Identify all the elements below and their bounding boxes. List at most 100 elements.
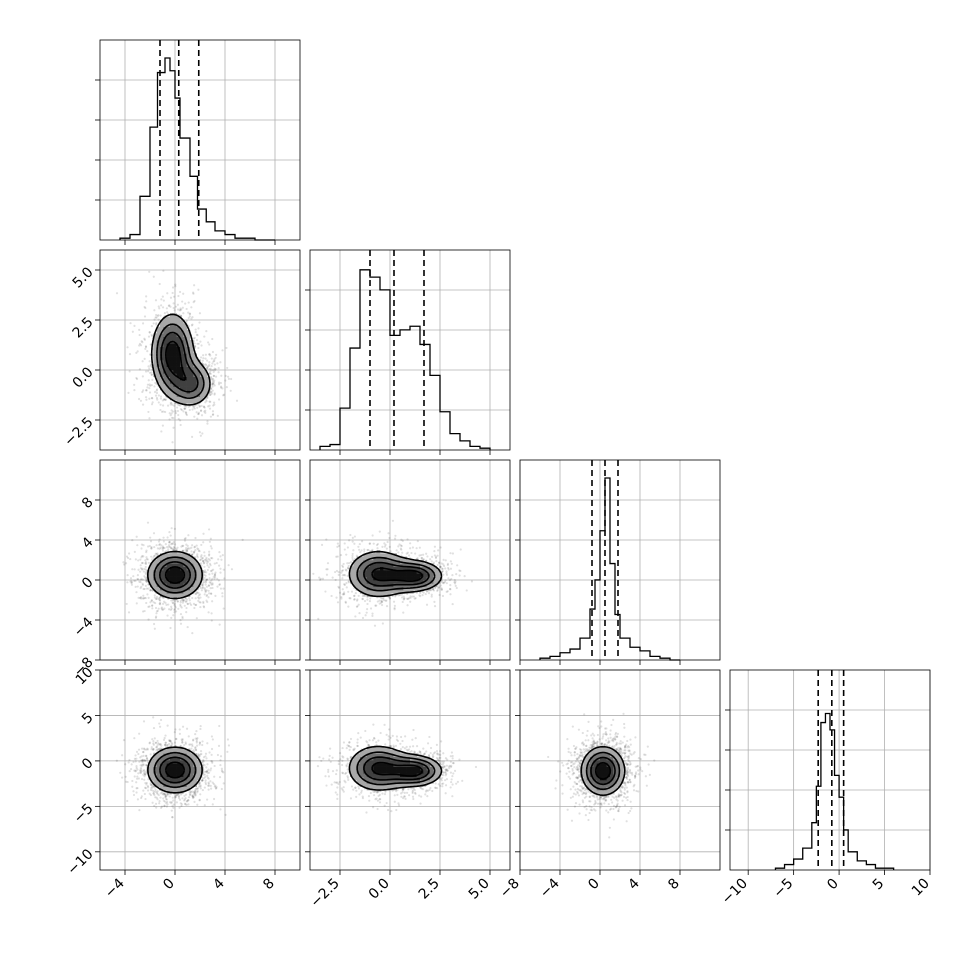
- scatter-point: [145, 389, 148, 392]
- scatter-point: [400, 596, 404, 599]
- scatter-point: [196, 596, 200, 599]
- scatter-point: [139, 564, 142, 567]
- density-cell: [196, 573, 201, 577]
- scatter-point: [141, 582, 144, 585]
- scatter-point: [140, 340, 143, 343]
- scatter-point: [191, 408, 194, 411]
- scatter-point: [200, 554, 203, 557]
- scatter-point: [140, 585, 143, 588]
- scatter-point: [214, 375, 218, 378]
- scatter-point: [134, 558, 137, 561]
- density-cell: [170, 383, 174, 387]
- density-cell: [150, 573, 154, 577]
- scatter-point: [155, 313, 158, 317]
- density-cell: [180, 390, 184, 394]
- scatter-point: [186, 548, 189, 551]
- density-cell: [183, 580, 187, 584]
- density-cell: [166, 553, 171, 557]
- scatter-point: [217, 371, 220, 374]
- scatter-point: [127, 611, 131, 614]
- scatter-point: [174, 606, 177, 609]
- scatter-point: [199, 555, 203, 558]
- scatter-point: [356, 598, 359, 601]
- scatter-point: [144, 345, 148, 349]
- scatter-point: [209, 569, 213, 573]
- scatter-point: [201, 432, 204, 435]
- density-cell: [166, 573, 171, 577]
- density-cell: [186, 386, 191, 391]
- density-cell: [150, 580, 154, 584]
- scatter-point: [442, 564, 446, 568]
- scatter-point: [195, 590, 198, 594]
- scatter-point: [158, 598, 161, 602]
- scatter-point: [214, 356, 217, 359]
- scatter-point: [170, 542, 174, 545]
- density-cell: [176, 320, 181, 324]
- scatter-point: [401, 539, 404, 543]
- scatter-point: [146, 350, 149, 353]
- scatter-point: [173, 402, 176, 405]
- scatter-point: [197, 599, 200, 602]
- scatter-point: [206, 562, 209, 565]
- scatter-point: [205, 556, 208, 559]
- density-cell: [190, 576, 194, 581]
- scatter-point: [361, 616, 365, 620]
- scatter-point: [393, 606, 396, 610]
- scatter-point: [170, 616, 173, 619]
- density-cell: [153, 346, 157, 351]
- scatter-point: [148, 605, 151, 608]
- density-cell: [160, 563, 164, 567]
- density-cell: [160, 570, 164, 574]
- scatter-point: [203, 593, 206, 596]
- density-cell: [173, 346, 177, 351]
- scatter-point: [158, 596, 161, 599]
- density-cell: [156, 580, 161, 584]
- scatter-point: [418, 554, 421, 557]
- density-cell: [163, 560, 167, 564]
- scatter-point: [218, 564, 221, 567]
- scatter-point: [205, 578, 208, 582]
- scatter-point: [194, 328, 197, 331]
- scatter-point: [200, 409, 203, 412]
- scatter-point: [426, 555, 429, 558]
- scatter-point: [154, 597, 158, 601]
- density-cell: [196, 373, 201, 377]
- density-cell: [183, 360, 187, 364]
- scatter-point: [198, 404, 201, 408]
- scatter-point: [159, 403, 162, 406]
- scatter-point: [169, 608, 172, 612]
- density-cell: [153, 350, 157, 354]
- scatter-point: [432, 561, 436, 564]
- density-cell: [156, 360, 161, 364]
- density-cell: [180, 336, 184, 341]
- scatter-point: [165, 550, 168, 553]
- scatter-point: [415, 547, 418, 550]
- scatter-point: [155, 322, 158, 325]
- scatter-point: [193, 344, 196, 348]
- density-cell: [173, 363, 177, 367]
- scatter-point: [347, 590, 350, 593]
- scatter-point: [149, 601, 152, 604]
- scatter-point: [210, 387, 213, 390]
- scatter-point: [202, 606, 206, 609]
- scatter-point: [317, 617, 320, 620]
- scatter-point: [147, 596, 150, 599]
- scatter-point: [144, 584, 147, 588]
- scatter-point: [144, 559, 147, 562]
- scatter-point: [139, 596, 143, 599]
- scatter-point: [449, 560, 452, 563]
- scatter-point: [229, 389, 232, 392]
- density-cell: [173, 343, 177, 347]
- scatter-point: [187, 534, 190, 537]
- density-cell: [166, 340, 171, 344]
- density-cell: [150, 570, 154, 574]
- density-cell: [200, 370, 204, 374]
- scatter-point: [465, 589, 468, 592]
- scatter-point: [207, 341, 210, 344]
- density-cell: [173, 563, 177, 567]
- scatter-point: [204, 411, 207, 414]
- scatter-point: [154, 316, 157, 319]
- density-cell: [190, 363, 194, 367]
- scatter-point: [201, 359, 204, 362]
